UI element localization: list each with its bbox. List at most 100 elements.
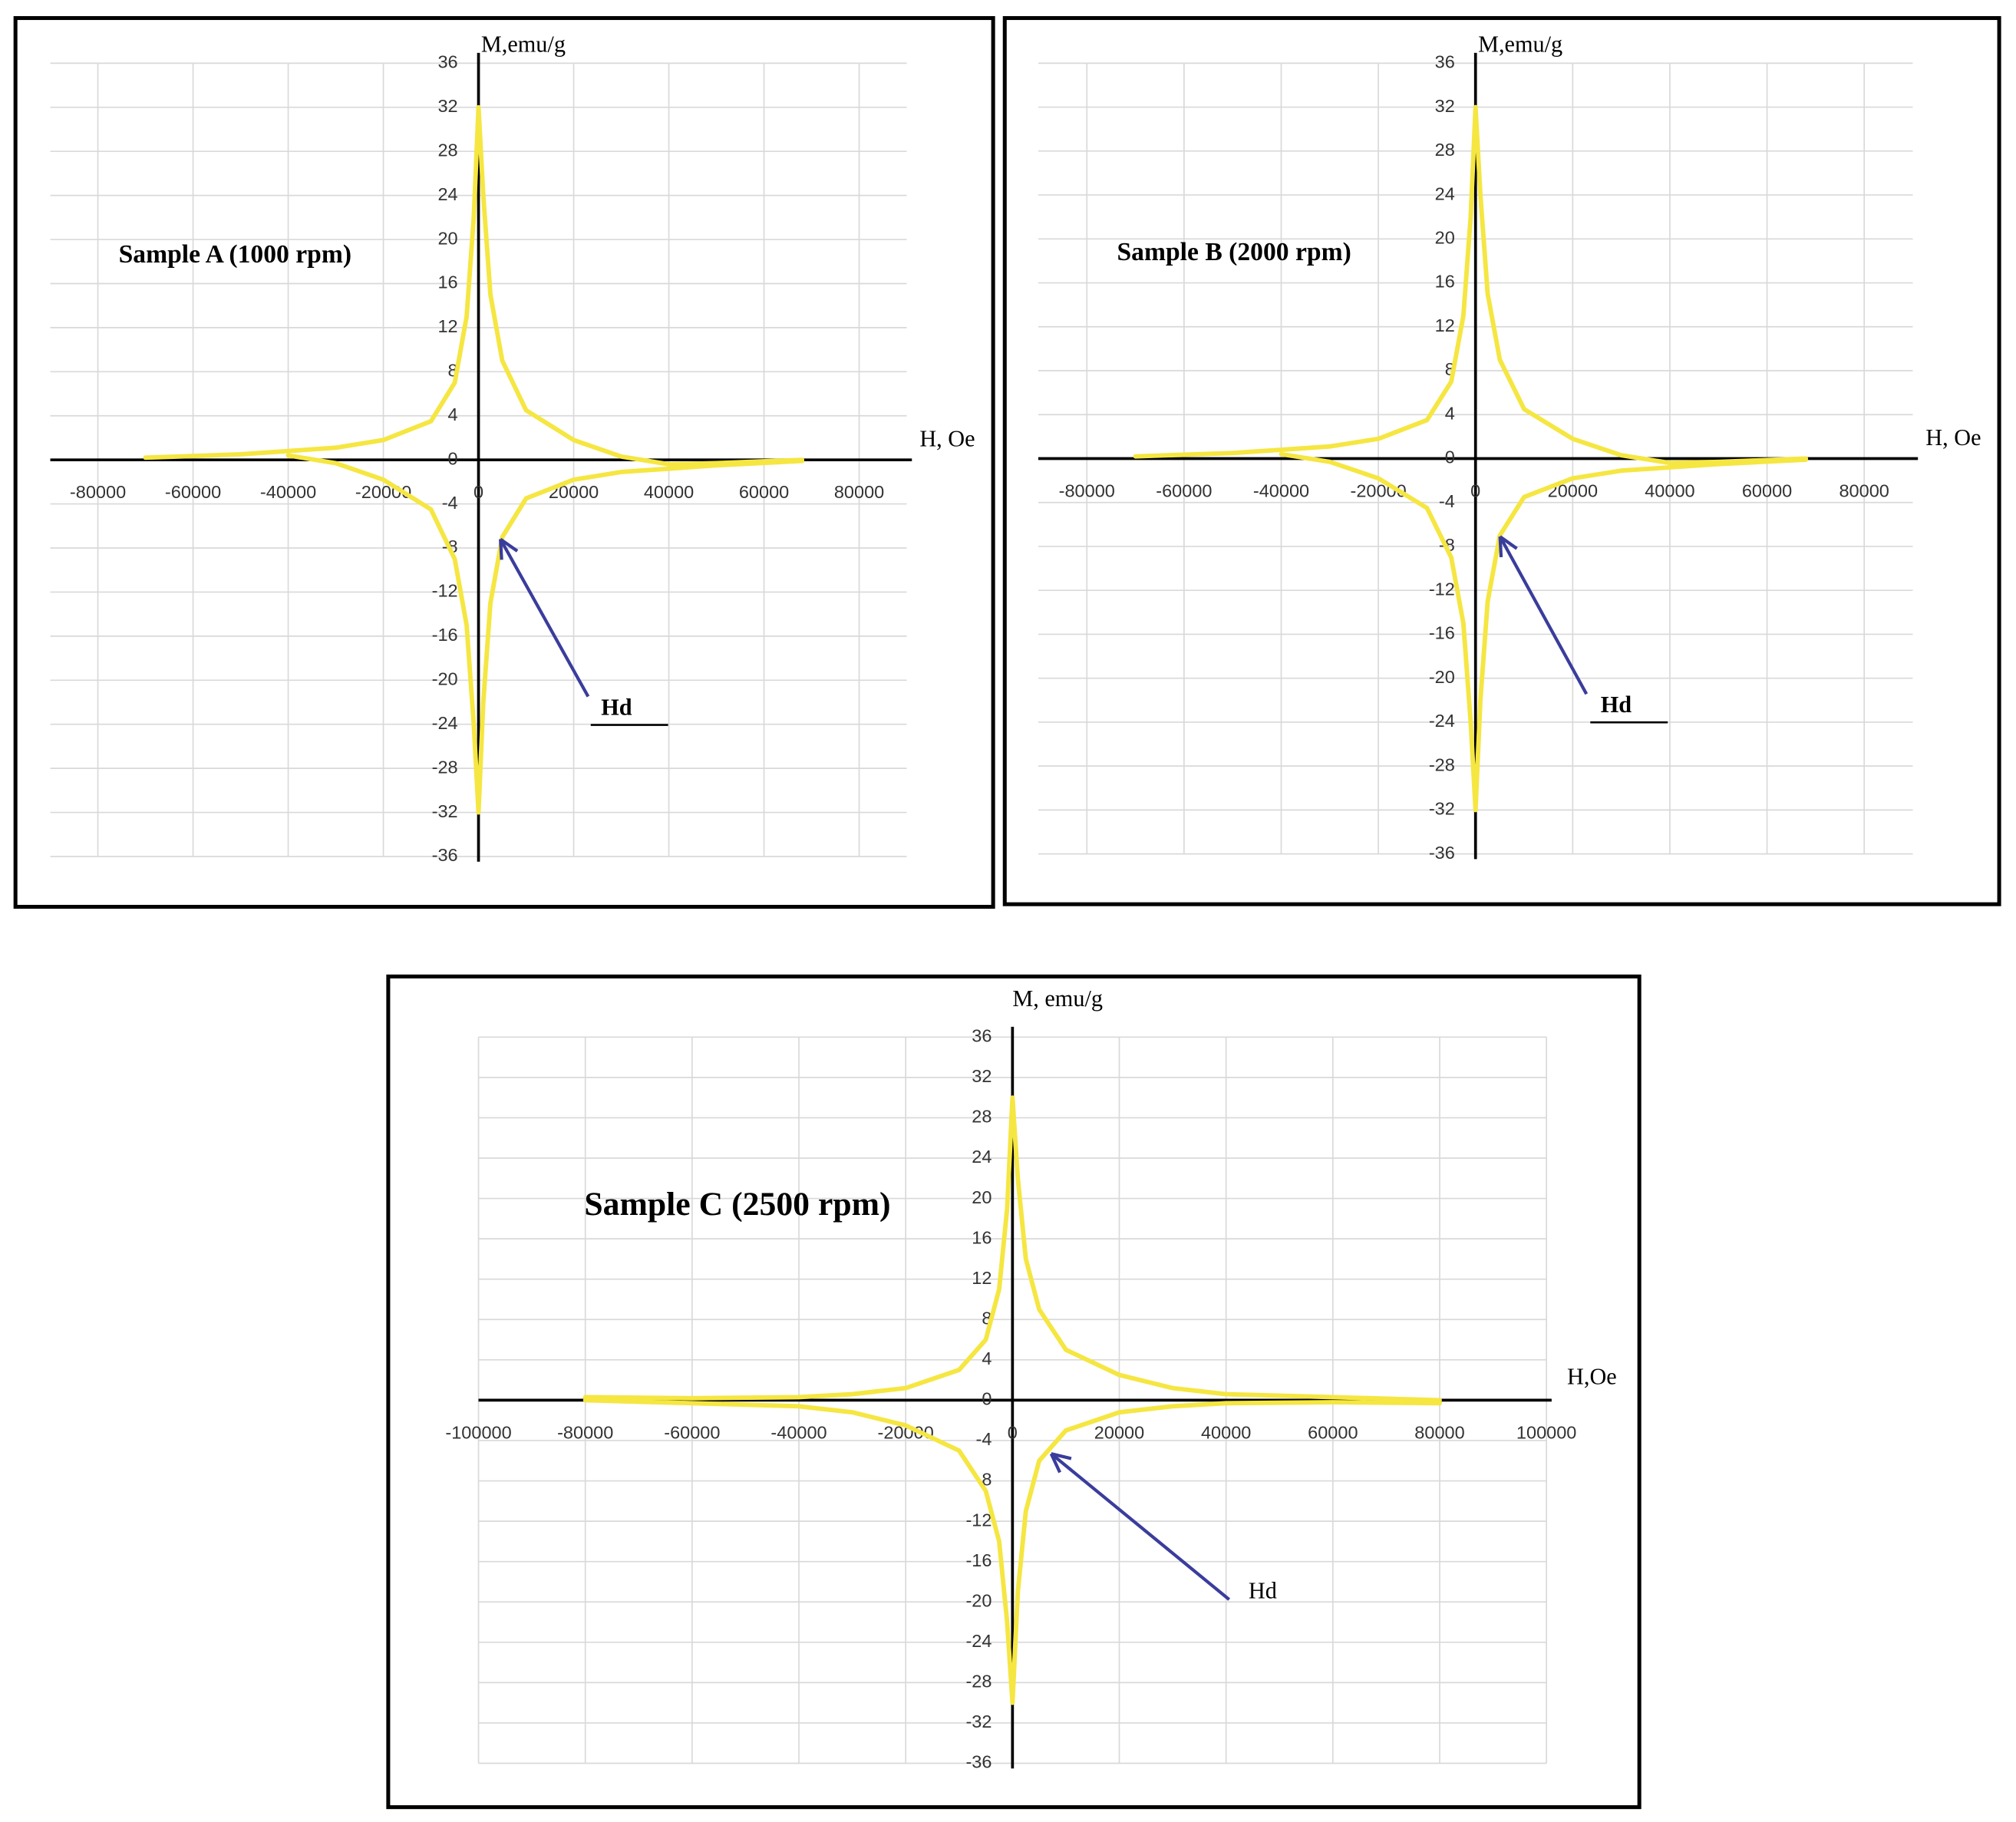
y-tick-label: 12 <box>972 1268 992 1288</box>
arrow <box>1498 536 1589 695</box>
y-tick-label: -16 <box>965 1550 992 1570</box>
arrow-head <box>1499 535 1518 550</box>
y-tick-label: 20 <box>1435 228 1455 248</box>
arrow <box>1050 1452 1231 1601</box>
curve <box>582 1095 1442 1403</box>
curve <box>143 104 805 467</box>
y-tick-label: 4 <box>1445 403 1455 423</box>
x-tick-label: -40000 <box>260 482 316 502</box>
x-tick-label: 0 <box>1470 480 1480 500</box>
y-tick-label: 16 <box>972 1227 992 1247</box>
y-tick-label: -32 <box>432 801 458 821</box>
y-tick-label: 12 <box>437 316 457 336</box>
y-axis-label: M,emu/g <box>1478 31 1562 57</box>
y-tick-label: 32 <box>437 96 457 116</box>
x-tick-label: -80000 <box>1059 480 1115 500</box>
arrow-head <box>1498 536 1503 558</box>
x-tick-label: -60000 <box>165 482 221 502</box>
y-tick-label: -12 <box>432 581 458 601</box>
y-axis-label: M,emu/g <box>481 31 566 57</box>
annotation: Hd <box>601 694 632 720</box>
x-tick-label: -80000 <box>557 1422 613 1442</box>
y-tick-label: -24 <box>965 1631 992 1651</box>
x-tick-label: 40000 <box>1645 480 1694 500</box>
sample-title: Sample B (2000 rpm) <box>1117 238 1351 266</box>
x-tick-label: -80000 <box>70 482 126 502</box>
x-tick-label: 60000 <box>1308 1422 1358 1442</box>
arrow-head <box>1049 1453 1062 1474</box>
y-tick-label: -28 <box>965 1672 992 1692</box>
x-tick-label: 100000 <box>1516 1422 1576 1442</box>
y-tick-label: 20 <box>437 228 457 248</box>
x-tick-label: -40000 <box>1253 480 1309 500</box>
y-tick-label: 36 <box>972 1026 992 1046</box>
y-tick-label: 12 <box>1435 315 1455 335</box>
x-tick-label: 60000 <box>1742 480 1792 500</box>
y-tick-label: -24 <box>1429 711 1455 731</box>
y-tick-label: -20 <box>432 669 458 689</box>
arrow-head <box>499 537 519 553</box>
y-tick-label: -12 <box>965 1510 992 1530</box>
x-tick-label: 20000 <box>1094 1422 1144 1442</box>
chart-frame <box>13 16 995 909</box>
y-tick-label: -16 <box>1429 623 1455 643</box>
y-tick-label: 36 <box>437 52 457 72</box>
x-tick-label: -40000 <box>770 1422 827 1442</box>
x-tick-label: 60000 <box>739 482 789 502</box>
x-tick-label: 40000 <box>1201 1422 1251 1442</box>
y-tick-label: 20 <box>972 1187 992 1207</box>
y-tick-label: -4 <box>442 493 458 513</box>
x-tick-label: 40000 <box>644 482 694 502</box>
annotation: Hd <box>1601 692 1632 718</box>
chart: 36322824201612840-4-8-12-16-20-24-28-32-… <box>386 974 1642 1810</box>
y-tick-label: 24 <box>972 1147 992 1167</box>
y-tick-label: -24 <box>432 713 458 733</box>
curve <box>285 453 805 815</box>
y-tick-label: 28 <box>1435 140 1455 160</box>
y-axis-label: M, emu/g <box>1012 985 1103 1012</box>
y-tick-label: -32 <box>1429 799 1455 819</box>
chart: 36322824201612840-4-8-12-16-20-24-28-32-… <box>13 16 995 909</box>
y-tick-label: -36 <box>432 845 458 865</box>
x-axis-label: H, Oe <box>1925 424 1981 451</box>
y-tick-label: 24 <box>1435 183 1455 203</box>
y-tick-label: 16 <box>437 272 457 292</box>
curve <box>1133 104 1809 466</box>
y-tick-label: 4 <box>982 1348 992 1368</box>
arrow-head <box>1051 1452 1072 1461</box>
chart-frame <box>1002 16 2001 906</box>
y-tick-label: 16 <box>1435 272 1455 292</box>
arrow-head <box>499 539 503 560</box>
y-tick-label: 32 <box>1435 96 1455 116</box>
x-tick-label: -60000 <box>1156 480 1212 500</box>
y-tick-label: 24 <box>437 184 457 204</box>
y-tick-label: -4 <box>976 1429 992 1449</box>
x-tick-label: 80000 <box>834 482 884 502</box>
y-tick-label: 0 <box>1445 447 1455 467</box>
x-tick-label: 80000 <box>1839 480 1889 500</box>
x-tick-label: 0 <box>473 482 483 502</box>
x-axis-label: H, Oe <box>919 426 975 452</box>
curve <box>582 1398 1442 1705</box>
sample-title: Sample C (2500 rpm) <box>584 1186 890 1223</box>
x-tick-label: 0 <box>1008 1422 1018 1442</box>
y-tick-label: -20 <box>1429 667 1455 687</box>
chart: 36322824201612840-4-8-12-16-20-24-28-32-… <box>1002 16 2001 906</box>
y-tick-label: -20 <box>965 1590 992 1610</box>
y-tick-label: -12 <box>1429 579 1455 599</box>
y-tick-label: 36 <box>1435 52 1455 72</box>
y-tick-label: 4 <box>448 404 458 424</box>
arrow <box>499 538 590 698</box>
x-axis-label: H,Oe <box>1567 1364 1617 1390</box>
figure-content: 36322824201612840-4-8-12-16-20-24-28-32-… <box>13 16 2001 1810</box>
y-tick-label: -36 <box>1429 843 1455 863</box>
annotation: Hd <box>1249 1578 1277 1604</box>
y-tick-label: 0 <box>982 1389 992 1409</box>
y-tick-label: -36 <box>965 1752 992 1772</box>
y-tick-label: -28 <box>1429 754 1455 774</box>
x-tick-label: 80000 <box>1414 1422 1464 1442</box>
y-tick-label: 0 <box>448 448 458 468</box>
y-tick-label: 28 <box>972 1107 992 1127</box>
sample-title: Sample A (1000 rpm) <box>119 240 351 269</box>
